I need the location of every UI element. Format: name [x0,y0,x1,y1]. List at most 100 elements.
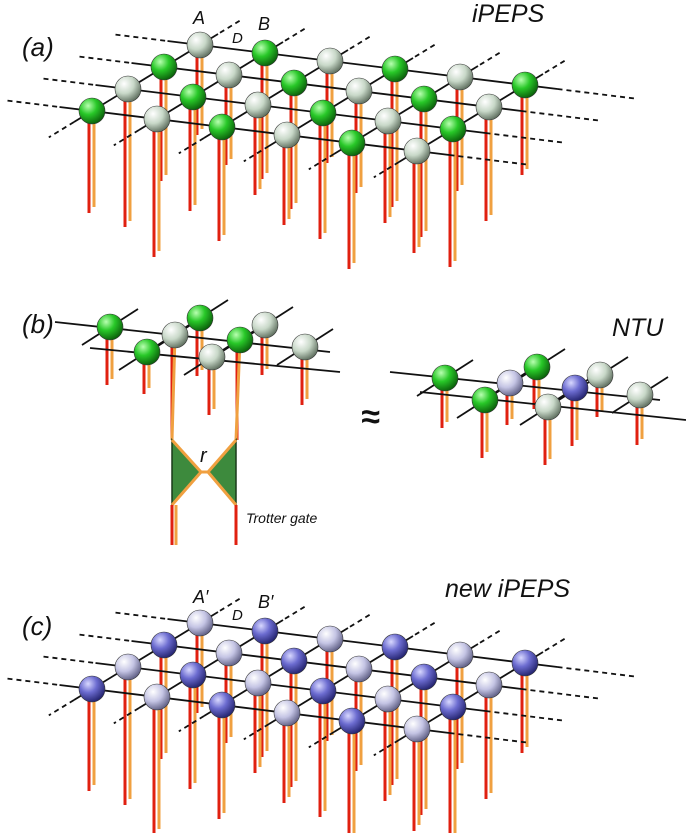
tensor [381,55,409,83]
bond [521,110,600,122]
tensor [280,69,308,97]
tensor [511,649,539,677]
bond-label: r [200,445,208,467]
site-label: B [258,14,270,34]
bond [178,137,205,155]
bond [557,666,636,678]
tensor [208,691,236,719]
bond [59,684,450,734]
tensor [143,683,171,711]
tensor [471,386,499,414]
bond [347,614,371,629]
tensor [374,685,402,713]
bond [243,723,270,741]
bond [7,677,60,686]
bond [412,44,436,59]
panel-label: (a) [22,32,54,62]
tensor [381,633,409,661]
bond [43,655,96,664]
tensor [410,663,438,691]
site-label: A [192,8,205,28]
tensor [114,653,142,681]
bond [48,121,75,139]
tensor [251,39,279,67]
method-label: NTU [612,314,664,342]
tensor [198,343,226,371]
tensor [226,326,254,354]
tensor [511,71,539,99]
tensor [150,631,178,659]
tensor [273,699,301,727]
bond [167,618,558,668]
bond [59,106,450,156]
tensor [186,31,214,59]
title: new iPEPS [445,575,570,603]
bond [347,36,371,51]
tensor [309,677,337,705]
tensor [179,661,207,689]
tensor [280,647,308,675]
bond-label: D [232,607,243,624]
bond [389,371,661,401]
bond [282,28,306,43]
drawing [7,20,686,833]
tensor [273,121,301,149]
labels: (a) A D B iPEPS (b) NTU ≈ r Trotter gate… [22,0,664,641]
tensor [345,655,373,683]
tensor [114,75,142,103]
tensor [251,617,279,645]
bond [542,638,566,653]
tensor [475,671,503,699]
gate-label: Trotter gate [246,510,318,526]
bond [477,630,501,645]
tensor [215,61,243,89]
leg [170,334,177,441]
bond [477,52,501,67]
tensor [410,85,438,113]
tensor [338,707,366,735]
tensor [586,361,614,389]
bond [79,55,132,64]
bond [308,153,335,171]
bond [485,132,564,144]
panel-label: (b) [22,309,54,339]
tensor [523,353,551,381]
bond-label: D [232,30,243,47]
tensor [534,393,562,421]
site-label: A′ [192,587,209,607]
panel-label: (c) [22,611,52,641]
bond [217,20,241,35]
title: iPEPS [472,0,545,28]
tensors [78,31,654,743]
bond [131,62,522,112]
bond [43,77,96,86]
tensor [208,113,236,141]
bond [308,731,335,749]
tensor [561,374,589,402]
bond [95,84,486,134]
tensor [338,129,366,157]
bond [449,154,528,166]
bond [485,710,564,722]
bond [48,699,75,717]
tensor [309,99,337,127]
tensor [78,97,106,125]
trotter-gate [170,438,238,545]
tensor [403,715,431,743]
site-label: B′ [258,592,274,612]
tensor [475,93,503,121]
tensor [186,609,214,637]
tensor [374,107,402,135]
bond [7,99,60,108]
tensor [316,625,344,653]
tensor [244,91,272,119]
bond [115,611,168,620]
bond [557,88,636,100]
bond [131,640,522,690]
tensor [446,63,474,91]
tensor [96,313,124,341]
gate-right [207,438,237,508]
tensor [626,381,654,409]
bond [167,40,558,90]
